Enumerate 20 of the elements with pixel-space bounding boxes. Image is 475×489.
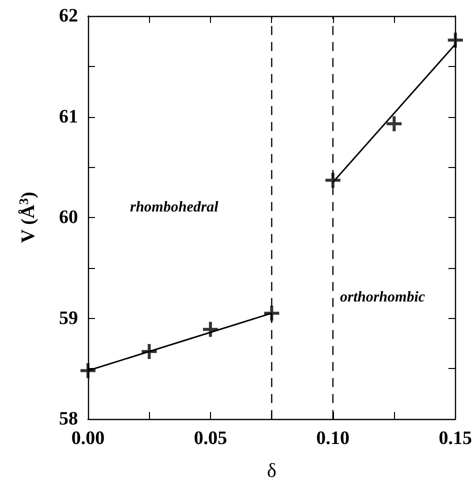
x-tick-label: 0.10: [316, 428, 350, 449]
point: [202, 322, 218, 337]
point: [264, 306, 280, 321]
x-tick-label: 0.00: [71, 428, 105, 449]
y-tick-label: 58: [59, 408, 78, 430]
point: [386, 116, 402, 132]
annotation: orthorhombic: [340, 290, 426, 306]
annotation: rhombohedral: [130, 200, 220, 216]
point: [80, 363, 96, 378]
y-axis-title: V (Å3): [16, 192, 39, 244]
x-tick-label: 0.15: [438, 428, 472, 449]
y-tick-label: 59: [59, 308, 78, 329]
point: [448, 32, 463, 48]
y-tick-label: 60: [59, 207, 78, 228]
x-axis-title: δ: [266, 460, 276, 482]
x-tick-label: 0.05: [194, 428, 228, 449]
point: [142, 344, 157, 359]
y-tick-label: 61: [59, 106, 78, 128]
y-tick-label: 62: [59, 6, 78, 26]
point: [325, 172, 340, 188]
